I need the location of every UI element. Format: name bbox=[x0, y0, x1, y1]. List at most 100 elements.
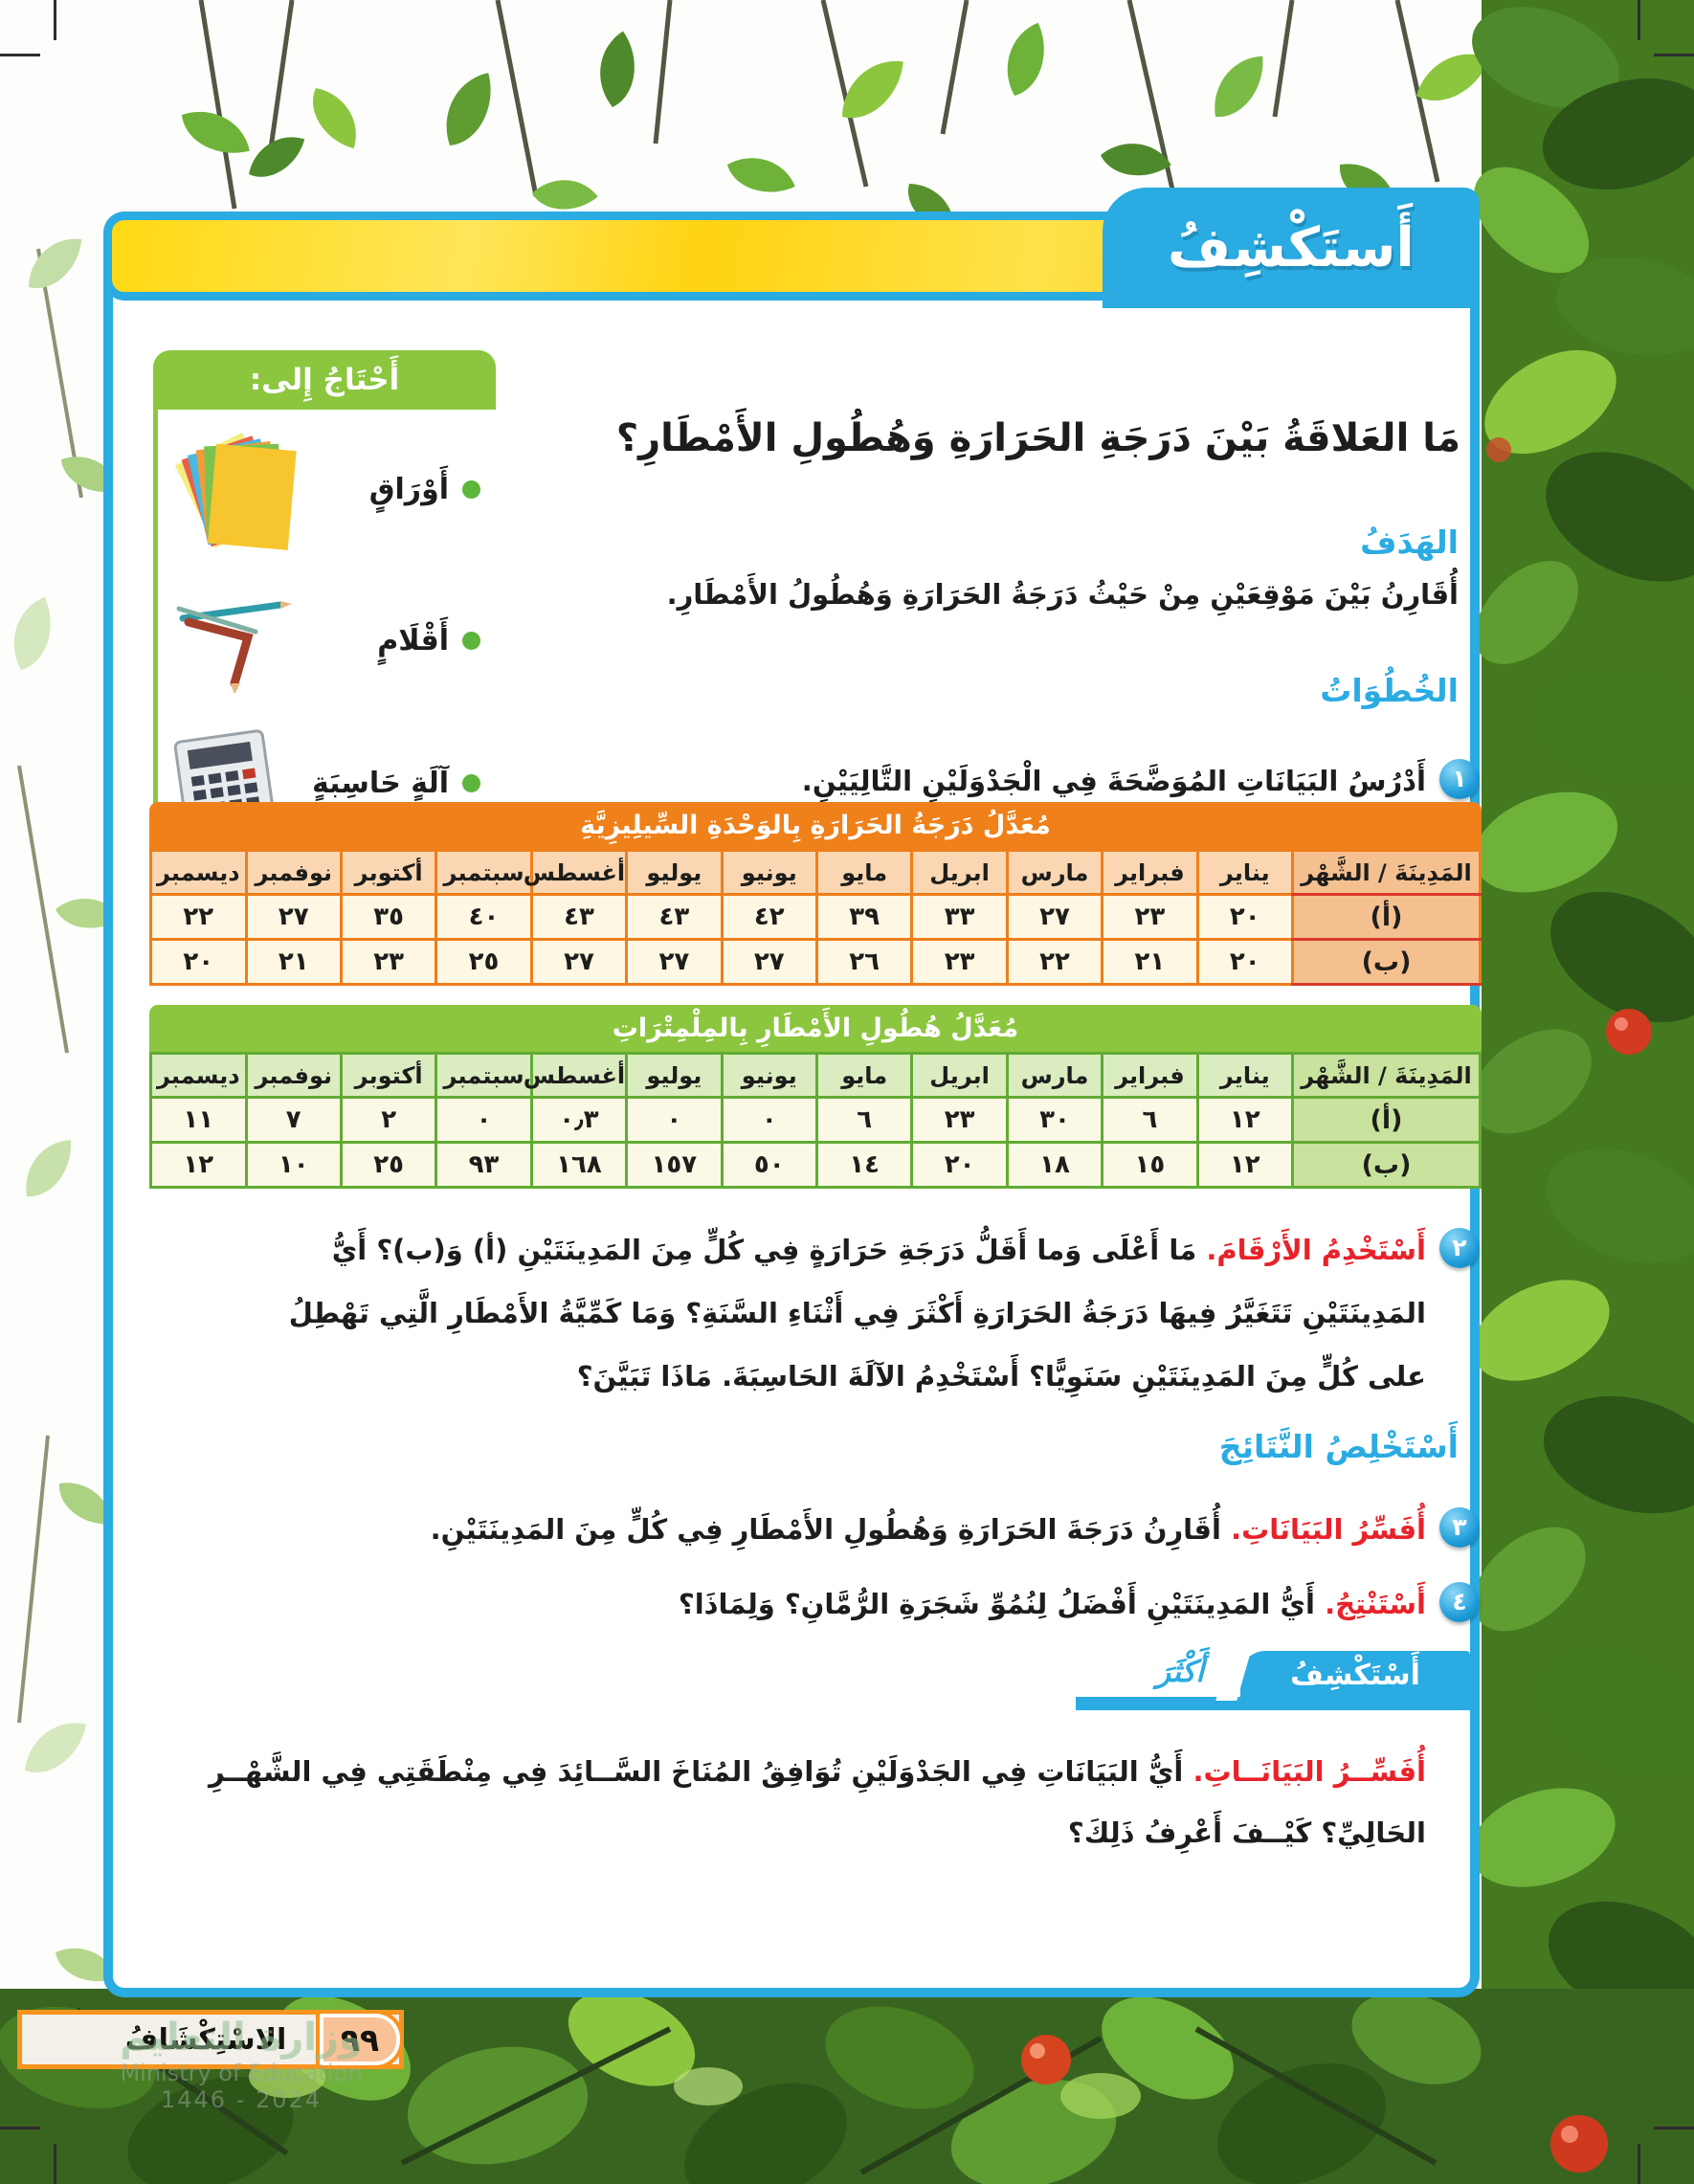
pomegranate-fruit bbox=[1021, 437, 1652, 2173]
value-cell: ٢٠ bbox=[149, 938, 248, 986]
month-header-cell: ابريل bbox=[910, 1052, 1009, 1099]
crop-mark bbox=[1638, 0, 1640, 40]
crop-mark bbox=[1638, 2144, 1640, 2184]
month-header-cell: ابريل bbox=[910, 849, 1009, 896]
step-label: أَسْتَخْدِمُ الأَرْقَامَ. bbox=[1206, 1234, 1426, 1266]
month-header-cell: نوفمبر bbox=[244, 1052, 343, 1099]
list-item: أَقْلَامٍ bbox=[158, 568, 496, 712]
footer-section-label: الاسْتِكْشَافُ bbox=[124, 2022, 287, 2057]
month-header-cell: يونيو bbox=[720, 1052, 818, 1099]
table-header-row: المَدِينَةَ / الشَّهْر يناير فبراير مارس… bbox=[149, 849, 1482, 896]
value-cell: ٢٣ bbox=[339, 938, 438, 986]
materials-title-label: أَحْتَاجُ إِلى: bbox=[249, 363, 400, 397]
value-cell: ٣٣ bbox=[910, 893, 1009, 941]
city-row-label: (ب) bbox=[1291, 938, 1482, 986]
month-header-cell: مارس bbox=[1005, 849, 1104, 896]
goal-heading: الهَدَفُ bbox=[1360, 524, 1459, 561]
value-cell: ٢٧ bbox=[625, 938, 724, 986]
explore-question: أَيُّ البَيَانَاتِ فِي الجَدْوَلَيْنِ تُ… bbox=[209, 1755, 1426, 1849]
corner-header-cell: المَدِينَةَ / الشَّهْر bbox=[1291, 1052, 1482, 1099]
table-row: (ب) ١٢ ١٥ ١٨ ٢٠ ١٤ ٥٠ ١٥٧ ١٦٨ ٩٣ ٢٥ ١٠ ١… bbox=[149, 1141, 1482, 1189]
value-cell: ٦ bbox=[814, 1096, 914, 1144]
value-cell: ٢٠ bbox=[910, 1141, 1009, 1189]
activity-card: أَحْتَاجُ إِلى: أَوْرَاقٍ bbox=[103, 227, 1482, 1997]
value-cell: ٢٥ bbox=[339, 1141, 438, 1189]
explore-header-title: أَستَكْشِفُ bbox=[1168, 216, 1415, 279]
step-number-badge: ٢ bbox=[1439, 1228, 1480, 1268]
value-cell: ١٢ bbox=[149, 1141, 248, 1189]
value-cell: ١٦٨ bbox=[529, 1141, 629, 1189]
value-cell: ٢٣ bbox=[1101, 893, 1199, 941]
value-cell: ١٢ bbox=[1195, 1141, 1295, 1189]
crop-mark bbox=[0, 2127, 40, 2129]
crop-mark bbox=[54, 0, 56, 40]
month-header-cell: يوليو bbox=[625, 1052, 724, 1099]
leaves-left bbox=[0, 231, 125, 1997]
step-4: ٤ أَسْتَنْتِجُ. أَيُّ المَدِينَتَيْنِ أَ… bbox=[218, 1572, 1480, 1636]
colored-papers-icon bbox=[173, 422, 300, 556]
month-header-cell: مايو bbox=[814, 849, 914, 896]
step-label: أَسْتَنْتِجُ. bbox=[1325, 1588, 1426, 1620]
value-cell: ٢٢ bbox=[149, 893, 248, 941]
value-cell: ١٤ bbox=[814, 1141, 914, 1189]
value-cell: ٤٣ bbox=[529, 893, 629, 941]
value-cell: ٢٧ bbox=[529, 938, 629, 986]
table-row: (ب) ٢٠ ٢١ ٢٢ ٢٣ ٢٦ ٢٧ ٢٧ ٢٧ ٢٥ ٢٣ ٢١ ٢٠ bbox=[149, 938, 1482, 986]
pencils-icon bbox=[173, 588, 292, 693]
value-cell: ٠٫٣ bbox=[529, 1096, 629, 1144]
value-cell: ١٥٧ bbox=[625, 1141, 724, 1189]
value-cell: ٢١ bbox=[244, 938, 343, 986]
value-cell: ٢٣ bbox=[910, 938, 1009, 986]
value-cell: ١٨ bbox=[1005, 1141, 1104, 1189]
month-header-cell: يناير bbox=[1195, 1052, 1295, 1099]
table-title: مُعَدَّلُ هُطُولِ الأَمْطَارِ بِالمِلْمِ… bbox=[149, 1005, 1482, 1052]
city-row-label: (ب) bbox=[1291, 1141, 1482, 1189]
value-cell: ٢٠ bbox=[1195, 938, 1295, 986]
value-cell: ٢٢ bbox=[1005, 938, 1104, 986]
step-text: أُقَارِنُ دَرَجَةَ الحَرَارَةِ وَهُطُولِ… bbox=[430, 1513, 1221, 1546]
step-number-badge: ٣ bbox=[1439, 1507, 1480, 1548]
crop-mark bbox=[1654, 54, 1694, 56]
month-header-cell: ديسمبر bbox=[149, 1052, 248, 1099]
value-cell: ٩٣ bbox=[435, 1141, 533, 1189]
value-cell: ٠ bbox=[720, 1096, 818, 1144]
crop-mark bbox=[0, 54, 40, 56]
explore-header: أَستَكْشِفُ bbox=[1103, 188, 1480, 308]
month-header-cell: أكتوبر bbox=[339, 1052, 438, 1099]
month-header-cell: سبتمبر bbox=[435, 1052, 533, 1099]
value-cell: ١٠ bbox=[244, 1141, 343, 1189]
rainfall-table: مُعَدَّلُ هُطُولِ الأَمْطَارِ بِالمِلْمِ… bbox=[149, 1005, 1482, 1189]
month-header-cell: يناير bbox=[1195, 849, 1295, 896]
value-cell: ٢٧ bbox=[1005, 893, 1104, 941]
tab-more-label: أَكْثَرَ bbox=[1156, 1655, 1204, 1689]
value-cell: ٦ bbox=[1101, 1096, 1199, 1144]
value-cell: ٥٠ bbox=[720, 1141, 818, 1189]
month-header-cell: مايو bbox=[814, 1052, 914, 1099]
material-label: أَوْرَاقٍ bbox=[368, 472, 449, 506]
value-cell: ٧ bbox=[244, 1096, 343, 1144]
material-label: آلَةٍ حَاسِبَةٍ bbox=[311, 766, 449, 800]
month-header-cell: فبراير bbox=[1101, 1052, 1199, 1099]
list-item: أَوْرَاقٍ bbox=[158, 410, 496, 568]
value-cell: ٢١ bbox=[1101, 938, 1199, 986]
explore-more-text: أُفَسِّــرُ البَيَانَــاتِ. أَيُّ البَيَ… bbox=[139, 1741, 1426, 1863]
month-header-cell: يونيو bbox=[720, 849, 818, 896]
crop-mark bbox=[54, 2144, 56, 2184]
explore-more-ribbon: أَسْتَكْشِفُ أَكْثَرَ bbox=[1057, 1649, 1470, 1727]
crop-mark bbox=[1654, 2127, 1694, 2129]
value-cell: ١١ bbox=[149, 1096, 248, 1144]
step-number-badge: ٤ bbox=[1439, 1582, 1480, 1622]
page-number: ٩٩ bbox=[320, 2014, 400, 2065]
material-label: أَقْلَامٍ bbox=[377, 623, 449, 657]
steps-heading: الخُطُوَاتُ bbox=[1320, 672, 1459, 709]
step-number-badge: ١ bbox=[1439, 759, 1480, 799]
step-text: مَا أَعْلَى وَما أَقَلُّ دَرَجَةِ حَرَار… bbox=[288, 1234, 1426, 1393]
table-title: مُعَدَّلُ دَرَجَةُ الحَرَارَةِ بِالوَحْد… bbox=[149, 802, 1482, 849]
materials-title: أَحْتَاجُ إِلى: bbox=[153, 350, 496, 410]
value-cell: ٤٠ bbox=[435, 893, 533, 941]
tab-label: أَسْتَكْشِفُ bbox=[1290, 1658, 1420, 1692]
value-cell: ٣٥ bbox=[339, 893, 438, 941]
footer-bar: الاسْتِكْشَافُ ٩٩ bbox=[17, 2010, 404, 2069]
materials-list: أَوْرَاقٍ bbox=[153, 410, 496, 854]
value-cell: ٢٧ bbox=[720, 938, 818, 986]
